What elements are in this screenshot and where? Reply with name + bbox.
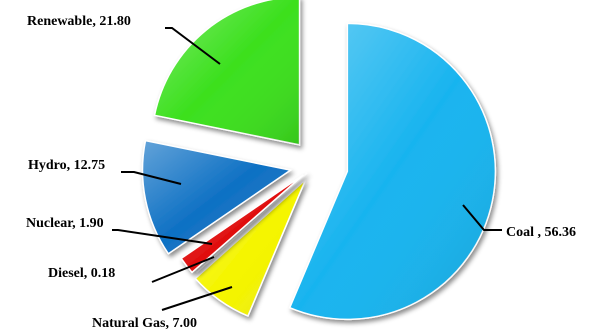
pie-slice-nuclear-gloss xyxy=(181,174,304,273)
pie-slice-natural-gas xyxy=(194,179,307,317)
pie-slice-renewable-gloss xyxy=(154,0,300,145)
pie-slice-renewable xyxy=(153,0,301,146)
leader-line-coal xyxy=(462,204,502,231)
leader-line-diesel xyxy=(151,256,215,283)
label-natural-gas: Natural Gas, 7.00 xyxy=(92,316,197,331)
pie-slice-hydro-gloss xyxy=(142,140,291,254)
label-nuclear: Nuclear, 1.90 xyxy=(26,216,104,231)
label-diesel: Diesel, 0.18 xyxy=(48,266,115,281)
pie-slice-diesel-gloss xyxy=(195,172,308,272)
label-hydro: Hydro, 12.75 xyxy=(28,158,105,173)
leader-line-hydro xyxy=(121,171,182,185)
leader-line-natural-gas xyxy=(161,286,233,311)
pie-slice-natural-gas-gloss xyxy=(195,179,306,316)
leader-line-renewable xyxy=(165,27,221,65)
label-leader-lines xyxy=(112,27,502,311)
label-renewable: Renewable, 21.80 xyxy=(27,14,131,29)
pie-slices xyxy=(141,0,497,321)
pie-slice-nuclear xyxy=(180,174,304,274)
pie-slice-diesel xyxy=(194,172,308,273)
pie-slice-coal xyxy=(288,22,497,321)
leader-line-nuclear xyxy=(112,229,213,245)
pie-slice-hydro xyxy=(141,139,293,255)
label-coal: Coal , 56.36 xyxy=(506,225,576,240)
pie-slice-coal-gloss xyxy=(289,23,496,320)
